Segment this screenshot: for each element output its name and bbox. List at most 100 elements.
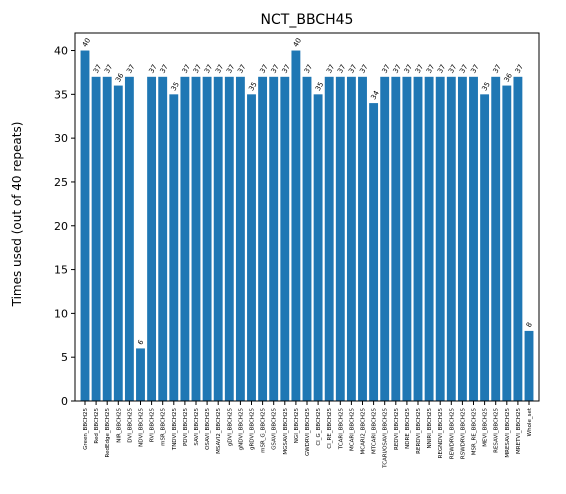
- x-tick-label: gNDVI_BBCH25: [238, 408, 244, 451]
- x-tick-label: Green_BBCH25: [83, 408, 89, 450]
- bar: [380, 76, 390, 402]
- value-label: 37: [392, 63, 403, 75]
- value-label: 35: [247, 81, 258, 93]
- bar: [469, 76, 478, 402]
- x-tick-label: MEVI_BBCH25: [483, 408, 489, 447]
- x-axis: Green_BBCH25 Red_BBCH25 RedEdge_BBCH25 NIR_…: [83, 401, 533, 469]
- bar: [524, 330, 534, 401]
- value-label: 8: [525, 321, 534, 329]
- x-tick-label: MRETVI_BBCH25: [516, 408, 522, 454]
- value-label: 37: [403, 63, 414, 75]
- x-tick-label: OSAVI_BBCH25: [205, 408, 211, 450]
- x-tick-label: CI_RE_BBCH25: [327, 408, 333, 449]
- y-tick-label: 10: [54, 307, 68, 320]
- x-tick-label: mSR_G_BBCH25: [261, 408, 267, 453]
- value-label: 40: [81, 37, 92, 49]
- bars-group: [80, 50, 534, 402]
- value-label: 37: [158, 63, 169, 75]
- value-label: 37: [336, 63, 347, 75]
- chart-title: NCT_BBCH45: [261, 12, 354, 28]
- bar: [346, 76, 356, 402]
- x-tick-label: Red_BBCH25: [94, 408, 100, 444]
- value-label: 37: [458, 63, 469, 75]
- bar: [335, 76, 345, 402]
- bar: [424, 76, 434, 402]
- x-tick-label: GWDRVI_BBCH25: [305, 408, 311, 457]
- bar: [446, 76, 456, 402]
- x-tick-label: MRESAVI_BBCH25: [505, 408, 511, 458]
- bar: [180, 76, 190, 402]
- value-label: 34: [369, 89, 381, 101]
- bar: [147, 76, 157, 402]
- value-label: 35: [314, 81, 325, 93]
- value-label: 40: [292, 37, 303, 49]
- x-tick-label: CI_G_BBCH25: [316, 408, 322, 446]
- x-tick-label: Whole_set: [527, 407, 533, 436]
- bar: [457, 76, 467, 402]
- value-label: 37: [358, 63, 369, 75]
- bar: [124, 76, 134, 402]
- bar: [202, 76, 212, 402]
- value-label: 36: [503, 71, 515, 83]
- value-label: 37: [203, 63, 214, 75]
- value-label: 37: [270, 63, 281, 75]
- x-tick-label: NDRE_BBCH25: [405, 408, 411, 449]
- x-tick-label: NGI_BBCH25: [294, 408, 300, 444]
- x-tick-label: TCARI/OSAVI_BBCH25: [383, 408, 389, 469]
- bar: [102, 76, 112, 402]
- x-tick-label: TCARI_BBCH25: [338, 408, 344, 451]
- x-tick-label: REDVI_BBCH25: [394, 408, 400, 450]
- x-tick-label: RSWDRVI_BBCH25: [460, 408, 466, 460]
- bar: [435, 76, 445, 402]
- y-tick-label: 25: [54, 176, 68, 189]
- bar: [302, 76, 312, 402]
- value-label: 37: [469, 63, 480, 75]
- x-tick-label: MGSAVI_BBCH25: [283, 408, 289, 455]
- bar: [247, 94, 256, 401]
- bar: [136, 348, 145, 401]
- y-tick-label: 15: [54, 264, 68, 277]
- value-label: 37: [125, 63, 136, 75]
- value-label: 37: [447, 63, 458, 75]
- bar: [269, 76, 279, 402]
- x-tick-label: mSR_BBCH25: [161, 408, 167, 446]
- bar: [402, 76, 412, 402]
- x-tick-label: MCARI_BBCH25: [349, 408, 355, 451]
- value-label: 37: [425, 63, 436, 75]
- value-label: 36: [114, 71, 126, 83]
- x-tick-label: TNDVI_BBCH25: [172, 408, 178, 452]
- value-label: 6: [136, 338, 145, 346]
- x-tick-label: NDVI_BBCH25: [138, 408, 144, 447]
- x-tick-label: NIR_BBCH25: [116, 408, 122, 443]
- bar: [513, 76, 523, 402]
- y-tick-label: 5: [61, 351, 68, 364]
- x-tick-label: REWDRVI_BBCH25: [449, 408, 455, 460]
- value-label: 37: [103, 63, 114, 75]
- value-label: 37: [92, 63, 103, 75]
- x-tick-label: RERDVI_BBCH25: [416, 408, 422, 454]
- bar: [169, 94, 179, 401]
- value-label: 37: [347, 63, 358, 75]
- y-axis-label: Times used (out of 40 repeats): [10, 122, 24, 308]
- bar: [191, 76, 201, 402]
- value-label: 37: [192, 63, 203, 75]
- bar: [213, 76, 223, 402]
- value-label: 37: [281, 63, 292, 75]
- value-label: 37: [147, 63, 158, 75]
- value-label: 37: [214, 63, 225, 75]
- y-tick-label: 20: [54, 220, 68, 233]
- bar: [413, 76, 423, 402]
- x-tick-label: MSR_RE_BBCH25: [472, 408, 478, 456]
- y-tick-label: 30: [54, 132, 68, 145]
- x-tick-label: DVI_BBCH25: [127, 408, 133, 443]
- bar: [258, 76, 268, 402]
- value-label: 37: [258, 63, 269, 75]
- value-label: 37: [381, 63, 392, 75]
- x-tick-label: RESAVI_BBCH25: [494, 407, 500, 452]
- value-label: 37: [514, 63, 525, 75]
- x-tick-label: gRDVI_BBCH25: [249, 408, 255, 451]
- x-tick-label: MTCARI_BBCH25: [372, 408, 378, 455]
- value-label: 35: [170, 81, 181, 93]
- bar: [313, 94, 323, 401]
- y-tick-label: 35: [54, 88, 68, 101]
